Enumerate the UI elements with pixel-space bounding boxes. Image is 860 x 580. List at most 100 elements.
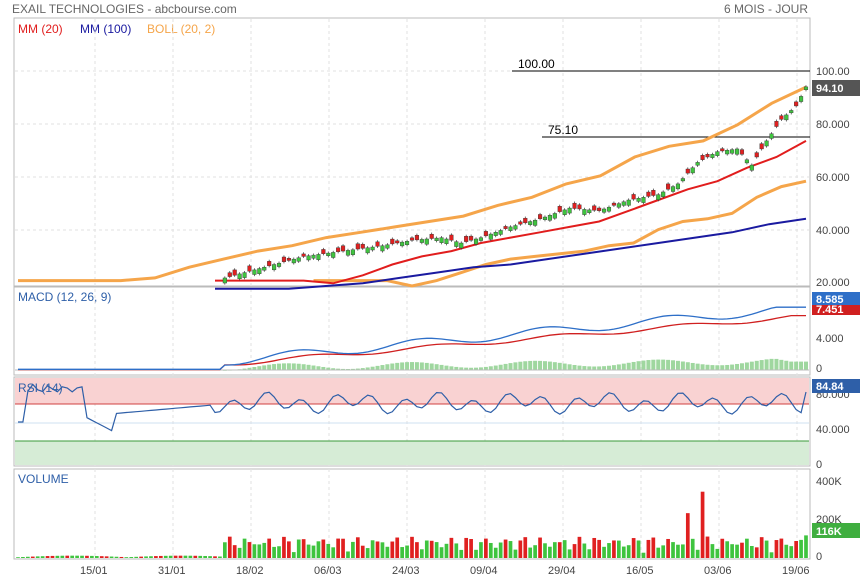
rsi-oversold-zone (15, 441, 809, 465)
volume-bar (114, 556, 119, 558)
macd-histogram-bar (567, 364, 572, 371)
macd-histogram-bar (769, 358, 774, 371)
volume-bar (631, 538, 636, 558)
volume-bar (316, 541, 321, 558)
volume-bar (671, 542, 675, 558)
x-tick-label: 31/01 (158, 565, 186, 577)
macd-histogram-bar (616, 364, 621, 371)
volume-bar (794, 541, 798, 558)
volume-bar (385, 546, 390, 558)
macd-histogram-bar (444, 365, 449, 371)
rsi-value-badge (812, 379, 860, 393)
macd-histogram-bar (749, 361, 754, 371)
candle-body (552, 213, 557, 219)
volume-bar (503, 539, 508, 558)
macd-histogram-bar (607, 365, 611, 371)
candle-body (478, 237, 483, 241)
macd-histogram-bar (597, 366, 602, 371)
macd-histogram-bar (587, 366, 592, 371)
candle-body (577, 204, 582, 210)
volume-bar (685, 513, 690, 558)
volume-bar (749, 545, 754, 558)
candle-body (562, 209, 567, 215)
candle-body (631, 194, 636, 200)
macd-histogram-bar (715, 365, 720, 371)
macd-histogram-bar (474, 367, 479, 371)
macd-histogram-bar (469, 367, 474, 371)
volume-bar (360, 545, 365, 558)
macd-histogram-bar (754, 360, 759, 371)
macd-histogram-bar (651, 359, 656, 371)
volume-bar (178, 555, 183, 558)
macd-histogram-bar (286, 363, 291, 371)
volume-bar (641, 552, 646, 558)
macd-histogram-bar (424, 362, 429, 371)
candle-body (774, 120, 779, 127)
candle-body (222, 277, 227, 284)
macd-histogram-bar (705, 364, 710, 371)
candle-body (464, 236, 469, 242)
candle-body (739, 149, 745, 155)
macd-histogram-bar (267, 364, 272, 371)
macd-histogram-bar (538, 360, 543, 371)
legend-boll: BOLL (20, 2) (147, 22, 216, 36)
x-tick-label: 18/02 (236, 565, 264, 577)
macd-histogram-bar (562, 363, 567, 371)
volume-bar (459, 549, 464, 558)
volume-bar (587, 549, 592, 558)
candle-body (636, 198, 641, 202)
volume-bar (287, 541, 291, 558)
volume-bar (85, 555, 89, 558)
volume-bar (158, 555, 163, 558)
candle-body (306, 255, 311, 261)
volume-bar (759, 537, 764, 558)
candle-body (272, 264, 277, 271)
volume-bar (262, 542, 267, 558)
macd-histogram-bar (523, 361, 528, 371)
candle-body (675, 183, 680, 190)
volume-bar (35, 556, 40, 558)
macd-histogram-bar (311, 365, 316, 371)
volume-bar (429, 540, 434, 558)
candle-body (670, 186, 676, 192)
macd-histogram-bar (410, 362, 414, 371)
volume-bar (784, 544, 789, 558)
last-price-value: 94.10 (816, 83, 844, 95)
volume-bar (474, 549, 478, 558)
macd-histogram-bar (730, 364, 735, 371)
volume-bar (602, 546, 606, 558)
volume-bar (341, 538, 345, 558)
candle-body (547, 215, 552, 221)
macd-histogram-bar (710, 365, 715, 371)
macd-histogram-bar (690, 362, 695, 371)
macd-histogram-bar (804, 361, 808, 371)
x-tick-label: 06/03 (314, 565, 342, 577)
volume-bar (410, 536, 414, 558)
candle-body (449, 234, 454, 241)
candle-body (296, 257, 301, 262)
volume-bar (715, 548, 720, 558)
macd-line (18, 306, 806, 370)
volume-value-badge (812, 523, 860, 538)
volume-bar (400, 547, 404, 558)
volume-bar (508, 541, 513, 558)
macd-histogram-bar (281, 363, 286, 371)
macd-histogram-bar (552, 362, 557, 371)
candle-body (621, 201, 626, 206)
macd-histogram-bar (513, 362, 518, 371)
price-tick-80: 80.000 (816, 119, 850, 131)
macd-histogram-bar (602, 366, 607, 371)
candle-body (469, 235, 474, 241)
volume-bar (247, 542, 252, 558)
volume-bar (695, 549, 700, 558)
macd-histogram-bar (321, 366, 326, 371)
macd-histogram-bar (360, 368, 365, 371)
macd-histogram-bar (661, 359, 666, 371)
candle-body (794, 101, 799, 107)
price-tick-40: 40.000 (816, 225, 850, 237)
volume-bar (277, 546, 281, 558)
rsi-line (18, 383, 807, 432)
volume-bar (538, 537, 542, 558)
volume-bar (94, 556, 99, 558)
x-tick-label: 19/06 (782, 565, 810, 577)
